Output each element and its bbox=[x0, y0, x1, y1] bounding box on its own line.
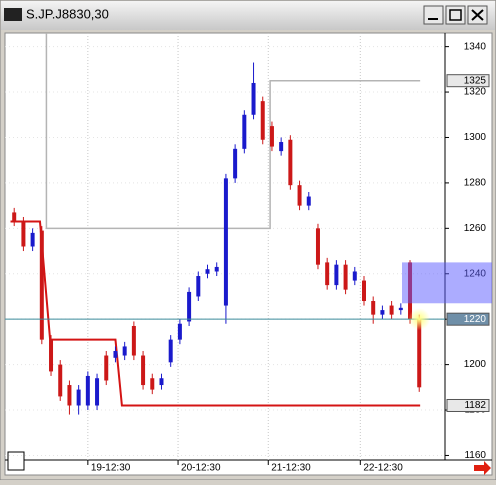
y-tick-label: 1340 bbox=[464, 41, 487, 52]
window-buttons[interactable] bbox=[423, 5, 488, 25]
candle-body bbox=[269, 126, 274, 147]
price-marker-label: 1182 bbox=[464, 400, 486, 411]
candle-body bbox=[361, 280, 366, 302]
candle-body bbox=[39, 230, 44, 340]
price-marker-label: 1220 bbox=[464, 314, 487, 325]
candle-body bbox=[104, 355, 109, 381]
maximize-icon bbox=[449, 9, 462, 21]
minimize-button[interactable] bbox=[423, 5, 444, 25]
candle-body bbox=[187, 291, 192, 322]
chart-panel bbox=[4, 32, 493, 476]
y-tick-label: 1300 bbox=[464, 132, 487, 143]
candle-body bbox=[334, 264, 339, 286]
candle-body bbox=[177, 323, 182, 340]
indicator-line bbox=[45, 33, 421, 230]
candle-body bbox=[380, 310, 385, 315]
price-marker-box bbox=[446, 398, 490, 412]
candle-body bbox=[371, 301, 376, 315]
candle-body bbox=[260, 101, 265, 140]
maximize-button[interactable] bbox=[445, 5, 466, 25]
candle-body bbox=[352, 271, 357, 281]
price-marker-box bbox=[446, 74, 490, 88]
candle-body bbox=[12, 212, 17, 222]
candle-body bbox=[150, 378, 155, 390]
candle-body bbox=[398, 307, 403, 311]
x-tick-label: 20-12:30 bbox=[181, 463, 221, 474]
checkbox[interactable] bbox=[7, 451, 25, 471]
candle-body bbox=[85, 375, 90, 406]
candle-body bbox=[122, 346, 127, 356]
candle-body bbox=[113, 350, 118, 358]
candle-body bbox=[168, 339, 173, 363]
close-icon bbox=[471, 9, 484, 21]
candle-body bbox=[21, 221, 26, 247]
candle-body bbox=[30, 232, 35, 247]
y-tick-label: 1260 bbox=[464, 223, 487, 234]
scroll-arrow[interactable] bbox=[474, 461, 491, 475]
candle-body bbox=[205, 269, 210, 274]
x-tick-label: 22-12:30 bbox=[363, 463, 403, 474]
y-tick-label: 1200 bbox=[464, 359, 487, 370]
candle-body bbox=[159, 378, 164, 386]
candle-body bbox=[389, 305, 394, 315]
candle-body bbox=[242, 114, 247, 149]
price-marker-box bbox=[446, 312, 490, 326]
candle-body bbox=[343, 264, 348, 290]
y-tick-label: 1320 bbox=[464, 87, 487, 98]
candle-body bbox=[196, 276, 201, 297]
candle-body bbox=[141, 355, 146, 386]
y-tick-label: 1280 bbox=[464, 178, 487, 189]
price-marker-label: 1325 bbox=[464, 75, 487, 86]
x-tick-label: 21-12:30 bbox=[271, 463, 311, 474]
candle-body bbox=[49, 339, 54, 372]
candle-body bbox=[306, 196, 311, 206]
candle-body bbox=[325, 262, 330, 286]
candle-body bbox=[417, 319, 422, 388]
candle-body bbox=[297, 185, 302, 206]
indicator-line bbox=[10, 220, 421, 407]
candle-body bbox=[279, 142, 284, 152]
window-title: S.JP.J8830,30 bbox=[26, 6, 109, 21]
candle-body bbox=[131, 325, 136, 356]
last-price-glow bbox=[408, 308, 431, 331]
title-bar bbox=[1, 1, 495, 30]
highlight-band bbox=[402, 262, 492, 304]
candle-body bbox=[58, 364, 63, 397]
candle-body bbox=[76, 389, 81, 406]
app-icon bbox=[4, 8, 22, 21]
y-tick-label: 1160 bbox=[464, 450, 486, 461]
candle-body bbox=[223, 178, 228, 306]
candle-body bbox=[214, 266, 219, 272]
candle-body bbox=[67, 385, 72, 406]
candle-body bbox=[288, 139, 293, 186]
candle-body bbox=[315, 228, 320, 265]
candle-body bbox=[95, 378, 100, 406]
x-tick-label: 19-12:30 bbox=[91, 463, 131, 474]
candle-body bbox=[233, 148, 238, 179]
candle-body bbox=[251, 82, 256, 115]
